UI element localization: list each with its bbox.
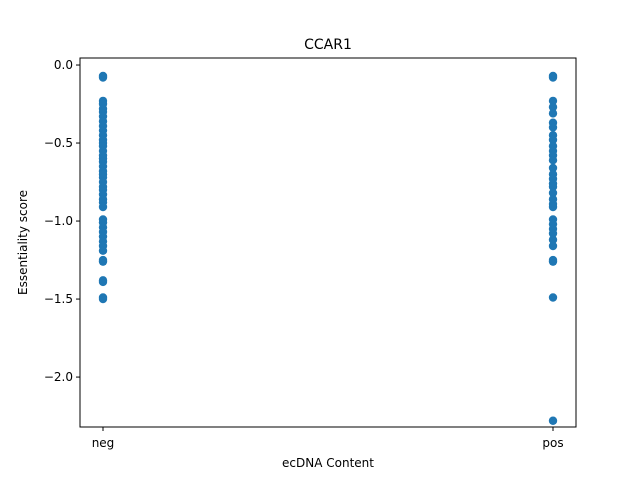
- x-tick-label: pos: [542, 436, 563, 450]
- data-point: [548, 182, 558, 191]
- data-point: [548, 202, 558, 212]
- x-axis-label: ecDNA Content: [282, 456, 374, 470]
- chart-title: CCAR1: [304, 37, 352, 53]
- data-point: [548, 109, 558, 118]
- data-point: [98, 73, 108, 82]
- data-point: [548, 96, 558, 106]
- data-point: [548, 257, 558, 266]
- y-tick-label: −1.5: [44, 292, 73, 306]
- data-point: [548, 163, 558, 173]
- y-tick-label: −0.5: [44, 136, 73, 150]
- data-point: [548, 188, 558, 198]
- data-point: [548, 135, 558, 145]
- y-tick-label: −2.0: [44, 370, 73, 384]
- data-point: [98, 257, 108, 266]
- y-tick-label: 0.0: [54, 58, 73, 72]
- y-axis-label: Essentiality score: [16, 190, 30, 295]
- data-point: [98, 294, 108, 304]
- data-point: [548, 229, 558, 238]
- data-points: [98, 71, 558, 425]
- data-point: [548, 123, 558, 132]
- data-point: [548, 102, 558, 112]
- data-point: [548, 155, 558, 165]
- data-point: [98, 246, 108, 255]
- data-point: [548, 416, 558, 425]
- x-tick-label: neg: [92, 436, 115, 450]
- x-axis: neg pos: [92, 427, 564, 450]
- data-point: [548, 73, 558, 82]
- data-point: [548, 235, 558, 244]
- y-tick-label: −1.0: [44, 214, 73, 228]
- data-point: [98, 277, 108, 287]
- data-point: [548, 241, 558, 251]
- data-point: [548, 293, 558, 302]
- y-axis: 0.0 −0.5 −1.0 −1.5 −2.0: [44, 58, 80, 384]
- data-point: [98, 202, 108, 212]
- plot-frame: [79, 57, 577, 428]
